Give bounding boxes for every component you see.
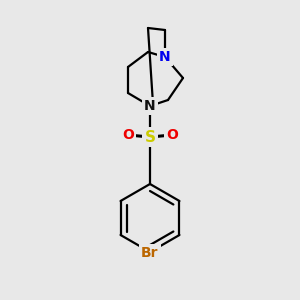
Text: Br: Br	[141, 246, 159, 260]
Text: S: S	[145, 130, 155, 145]
Text: O: O	[166, 128, 178, 142]
Text: N: N	[144, 99, 156, 113]
Text: O: O	[122, 128, 134, 142]
Text: N: N	[159, 50, 171, 64]
